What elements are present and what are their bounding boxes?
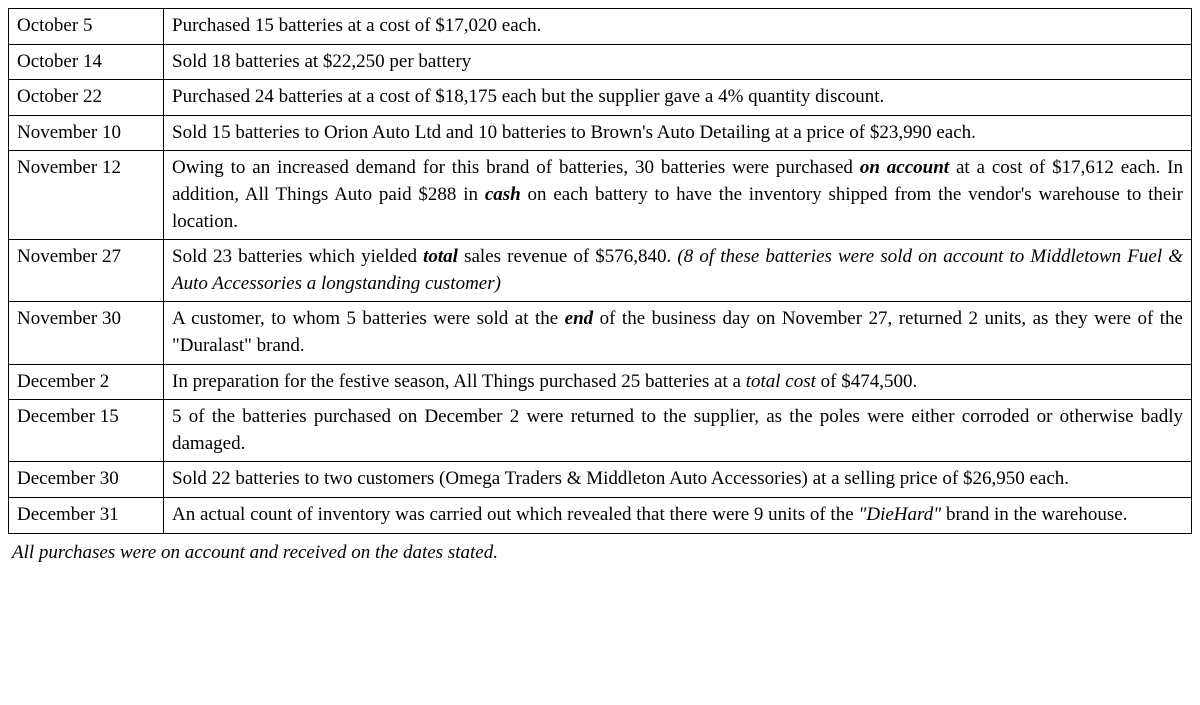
table-row: December 2In preparation for the festive…: [9, 364, 1192, 400]
table-row: December 155 of the batteries purchased …: [9, 400, 1192, 462]
description-cell: A customer, to whom 5 batteries were sol…: [164, 302, 1192, 364]
date-cell: November 27: [9, 240, 164, 302]
table-row: October 5Purchased 15 batteries at a cos…: [9, 9, 1192, 45]
date-cell: November 10: [9, 115, 164, 151]
description-cell: Purchased 24 batteries at a cost of $18,…: [164, 80, 1192, 116]
date-cell: December 15: [9, 400, 164, 462]
description-cell: Purchased 15 batteries at a cost of $17,…: [164, 9, 1192, 45]
description-cell: 5 of the batteries purchased on December…: [164, 400, 1192, 462]
date-cell: December 31: [9, 497, 164, 533]
date-cell: October 5: [9, 9, 164, 45]
description-cell: Sold 18 batteries at $22,250 per battery: [164, 44, 1192, 80]
description-cell: Owing to an increased demand for this br…: [164, 151, 1192, 240]
description-cell: Sold 22 batteries to two customers (Omeg…: [164, 462, 1192, 498]
date-cell: October 14: [9, 44, 164, 80]
date-cell: November 12: [9, 151, 164, 240]
table-row: November 27Sold 23 batteries which yield…: [9, 240, 1192, 302]
description-cell: An actual count of inventory was carried…: [164, 497, 1192, 533]
table-row: November 30A customer, to whom 5 batteri…: [9, 302, 1192, 364]
table-row: November 12Owing to an increased demand …: [9, 151, 1192, 240]
description-cell: In preparation for the festive season, A…: [164, 364, 1192, 400]
date-cell: October 22: [9, 80, 164, 116]
table-row: December 31An actual count of inventory …: [9, 497, 1192, 533]
table-row: December 30Sold 22 batteries to two cust…: [9, 462, 1192, 498]
date-cell: November 30: [9, 302, 164, 364]
table-row: October 22Purchased 24 batteries at a co…: [9, 80, 1192, 116]
table-row: November 10Sold 15 batteries to Orion Au…: [9, 115, 1192, 151]
date-cell: December 30: [9, 462, 164, 498]
description-cell: Sold 15 batteries to Orion Auto Ltd and …: [164, 115, 1192, 151]
description-cell: Sold 23 batteries which yielded total sa…: [164, 240, 1192, 302]
transactions-table: October 5Purchased 15 batteries at a cos…: [8, 8, 1192, 534]
table-row: October 14Sold 18 batteries at $22,250 p…: [9, 44, 1192, 80]
date-cell: December 2: [9, 364, 164, 400]
footer-note: All purchases were on account and receiv…: [8, 534, 1192, 568]
